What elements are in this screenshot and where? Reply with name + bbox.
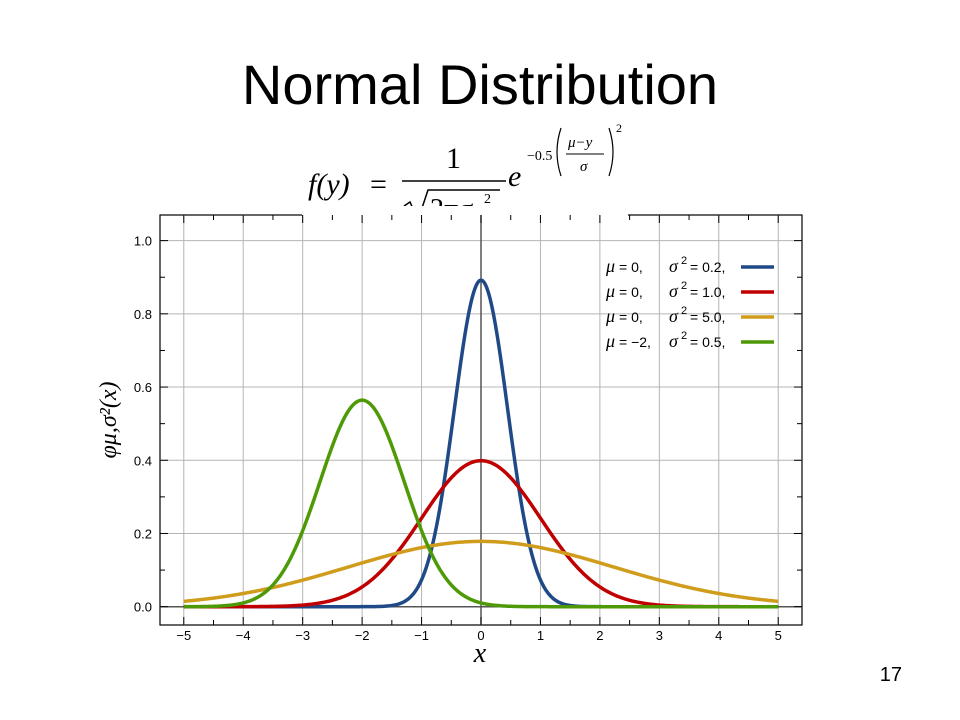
y-tick-label: 0.0 <box>134 600 152 615</box>
legend-sigma-symbol: σ <box>669 306 679 326</box>
x-tick-label: −2 <box>355 628 370 643</box>
x-tick-label: −3 <box>295 628 310 643</box>
legend-mu-symbol: μ <box>605 306 615 326</box>
legend-sigma-value: = 0.2, <box>690 259 725 275</box>
y-tick-label: 1.0 <box>134 234 152 249</box>
y-tick-label: 0.8 <box>134 307 152 322</box>
formula-exp-den: σ <box>580 159 588 175</box>
x-tick-label: 2 <box>596 628 603 643</box>
series-group <box>183 278 779 609</box>
legend-sigma-power: 2 <box>681 255 687 267</box>
x-tick-label: −5 <box>176 628 191 643</box>
x-tick-label: 3 <box>656 628 663 643</box>
legend-mu-value: = 0, <box>619 259 643 275</box>
legend-sigma-power: 2 <box>681 305 687 317</box>
slide-title: Normal Distribution <box>241 53 719 116</box>
legend-sigma-power: 2 <box>681 280 687 292</box>
formula-sigma-power: 2 <box>484 192 491 207</box>
series-line-3 <box>183 398 779 609</box>
legend-sigma-power: 2 <box>681 330 687 342</box>
legend-mu-symbol: μ <box>605 256 615 276</box>
series-line-2 <box>183 539 779 604</box>
y-tick-label: 0.2 <box>134 526 152 541</box>
formula-numerator: 1 <box>446 142 461 175</box>
x-tick-label: 0 <box>477 628 484 643</box>
x-tick-label: −1 <box>414 628 429 643</box>
legend-sigma-symbol: σ <box>669 281 679 301</box>
y-tick-label: 0.6 <box>134 380 152 395</box>
x-tick-label: 1 <box>537 628 544 643</box>
x-tick-label: −4 <box>236 628 251 643</box>
x-tick-label: 5 <box>775 628 782 643</box>
legend-sigma-value: = 0.5, <box>690 334 725 350</box>
legend-mu-symbol: μ <box>605 331 615 351</box>
formula-equals: = <box>370 168 387 201</box>
formula-exp-coef: −0.5 <box>527 149 552 164</box>
x-axis-label: x <box>473 638 487 669</box>
legend-mu-value: = −2, <box>619 334 651 350</box>
legend-sigma-value: = 1.0, <box>690 284 725 300</box>
legend-mu-symbol: μ <box>605 281 615 301</box>
y-axis-label: φμ,σ²(x) <box>96 382 122 459</box>
legend-sigma-symbol: σ <box>669 331 679 351</box>
formula-lhs: f(y) <box>308 168 350 201</box>
legend-sigma-value: = 5.0, <box>690 309 725 325</box>
formula-e: e <box>508 160 521 193</box>
formula-paren-right <box>608 127 614 177</box>
x-tick-labels: −5 −4 −3 −2 −1 0 1 2 3 4 5 <box>176 628 781 643</box>
legend: μ = 0, σ 2 = 0.2,μ = 0, σ 2 = 1.0,μ = 0, σ 2 = 5.0,μ… <box>605 255 774 351</box>
x-tick-label: 4 <box>715 628 722 643</box>
formula-mask <box>302 206 628 230</box>
legend-mu-value: = 0, <box>619 309 643 325</box>
formula-paren-left <box>556 127 562 177</box>
y-tick-label: 0.4 <box>134 453 152 468</box>
formula-exp-power: 2 <box>616 121 622 135</box>
slide-number: 17 <box>879 664 902 686</box>
y-tick-labels: 0.0 0.2 0.4 0.6 0.8 1.0 <box>134 234 152 615</box>
formula-exp-num: μ−y <box>567 135 593 151</box>
legend-sigma-symbol: σ <box>669 256 679 276</box>
legend-mu-value: = 0, <box>619 284 643 300</box>
